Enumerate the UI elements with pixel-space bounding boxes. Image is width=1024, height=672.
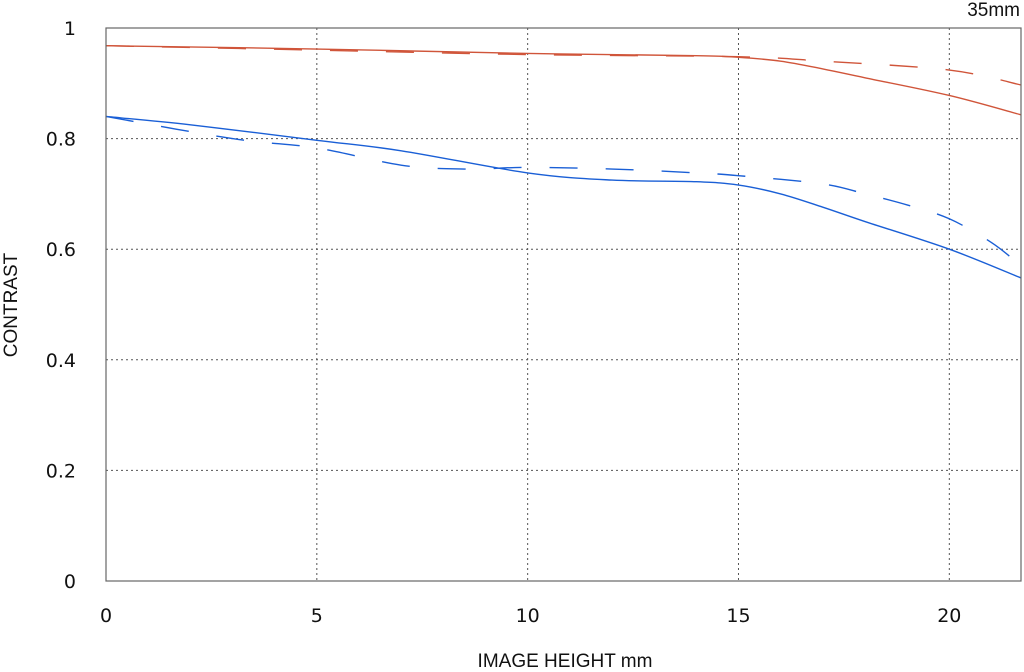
series-line-0-solid bbox=[105, 44, 1022, 116]
y-tick-label: 0.4 bbox=[46, 350, 76, 372]
y-tick-label: 0.8 bbox=[46, 129, 76, 151]
y-tick-label: 1 bbox=[64, 18, 76, 40]
series-line-2-solid bbox=[105, 115, 1022, 279]
x-axis-label: IMAGE HEIGHT mm bbox=[478, 651, 653, 672]
y-tick-label: 0.6 bbox=[46, 239, 76, 261]
plot-frame bbox=[105, 27, 1022, 582]
grid bbox=[106, 28, 1021, 581]
annotation-label: 35mm bbox=[967, 0, 1020, 21]
y-tick-label: 0 bbox=[64, 571, 76, 593]
x-tick-label: 5 bbox=[311, 605, 323, 627]
x-tick-label: 20 bbox=[937, 605, 961, 627]
x-tick-label: 10 bbox=[516, 605, 540, 627]
y-tick-label: 0.2 bbox=[46, 460, 76, 482]
series-line-1-dashed bbox=[105, 44, 1022, 86]
y-axis-label: CONTRAST bbox=[1, 252, 22, 357]
x-tick-label: 15 bbox=[726, 605, 750, 627]
series-lines bbox=[105, 44, 1022, 279]
x-tick-label: 0 bbox=[100, 605, 112, 627]
tick-labels: 0 5 10 15 20 0 0.2 0.4 0.6 0.8 1 bbox=[46, 18, 962, 627]
series-line-3-dashed bbox=[105, 115, 1022, 267]
